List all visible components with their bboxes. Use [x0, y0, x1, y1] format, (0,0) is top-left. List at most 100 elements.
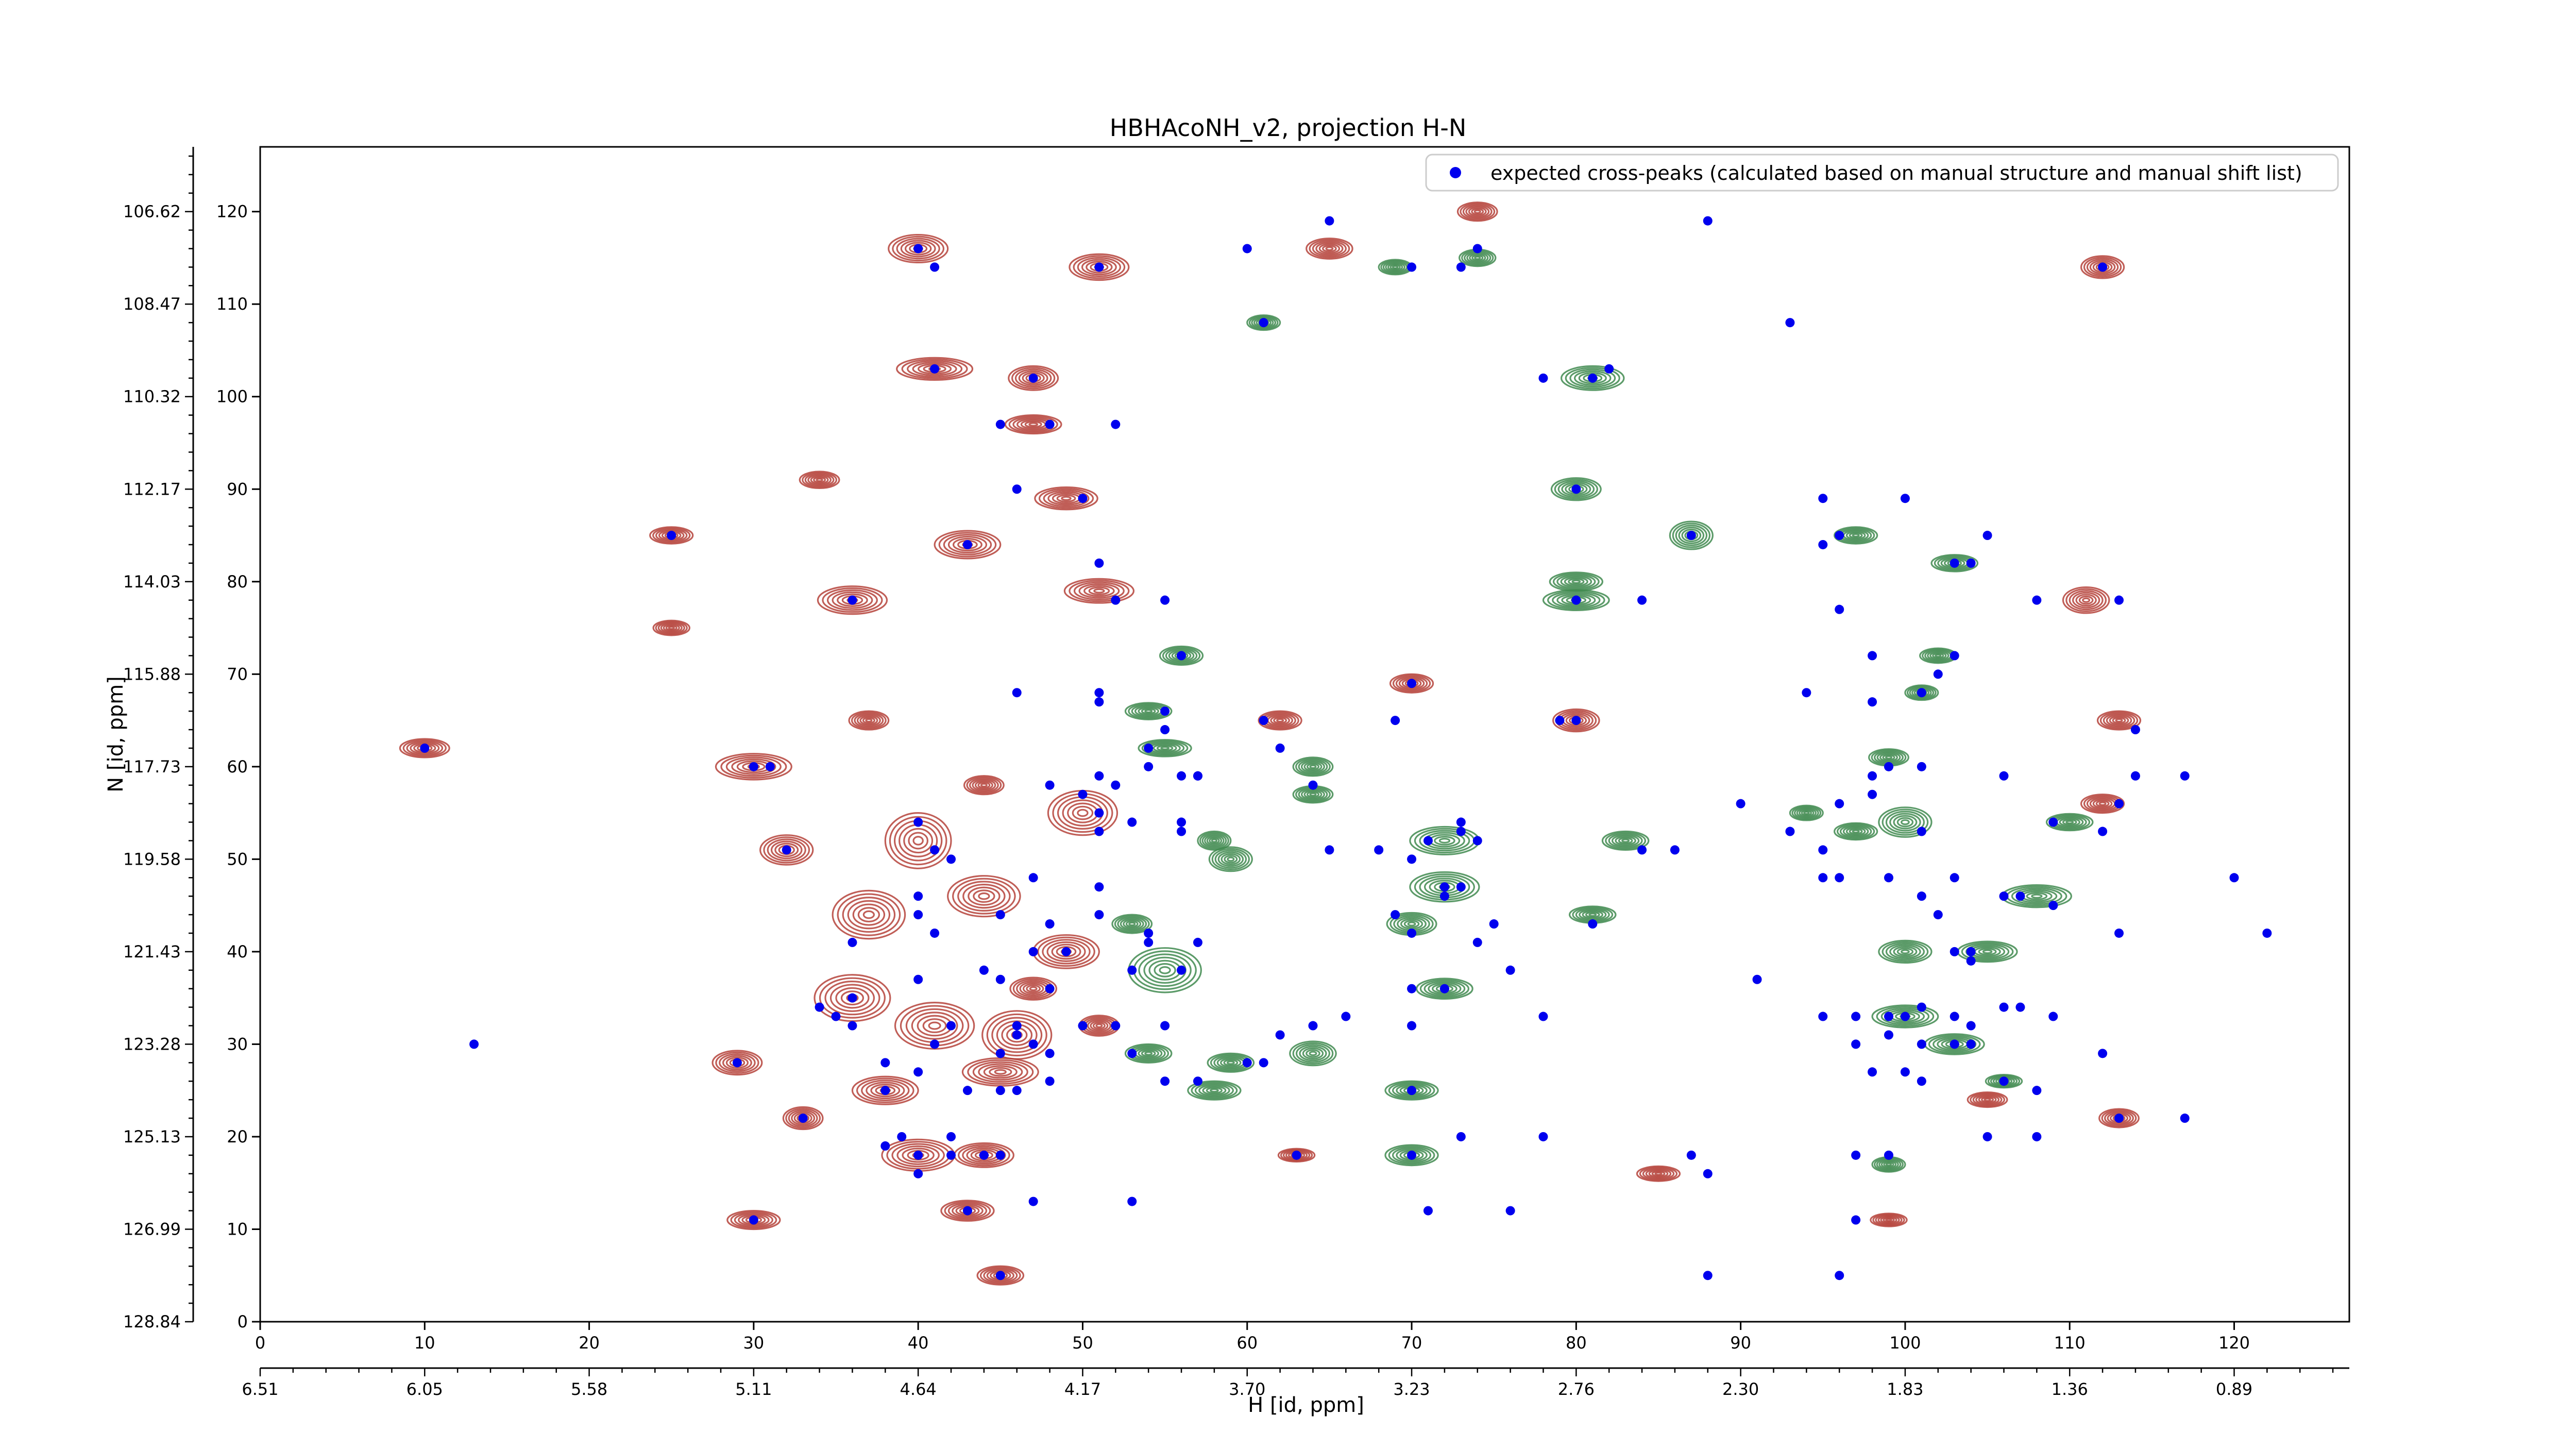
cross-peak-marker [1094, 882, 1104, 892]
negative-contour [1834, 526, 1878, 545]
y-secondary-tick-label: 121.43 [123, 942, 181, 962]
positive-contour [782, 1106, 824, 1131]
cross-peak-marker [913, 891, 923, 901]
positive-contour [2080, 794, 2125, 814]
x-secondary-tick-label: 1.83 [1887, 1379, 1923, 1399]
negative-contour [1560, 575, 1592, 588]
x-axis-bottom: 0 10 20 30 40 50 60 70 80 90 100 110 120 [255, 1322, 2250, 1353]
positive-contour [943, 534, 992, 555]
negative-contour [1889, 813, 1921, 832]
cross-peak-marker [2098, 262, 2108, 272]
positive-contour [952, 878, 1016, 915]
cross-peak-marker [1785, 318, 1795, 328]
positive-contour [816, 478, 823, 482]
cross-peak-marker [1884, 1150, 1893, 1160]
positive-contour [1026, 984, 1041, 993]
cross-peak-marker [946, 1150, 956, 1160]
negative-contour [2011, 887, 2062, 905]
cross-peak-marker [2180, 1114, 2190, 1123]
positive-contour [928, 1021, 941, 1030]
cross-peak-marker [930, 1039, 940, 1049]
positive-contour [940, 1200, 995, 1222]
negative-contour [1878, 939, 1933, 964]
cross-peak-marker [1884, 1012, 1893, 1021]
positive-contour [1870, 1212, 1908, 1227]
positive-contour [824, 980, 880, 1016]
cross-peak-marker [1966, 947, 1976, 956]
cross-peak-marker [1999, 1002, 2009, 1012]
negative-contour [1419, 979, 1470, 999]
cross-peak-marker [1242, 244, 1252, 254]
x-secondary-tick-label: 6.51 [242, 1379, 278, 1399]
cross-peak-marker [1472, 937, 1482, 947]
positive-contour [862, 910, 875, 919]
positive-contour [817, 585, 888, 615]
positive-contour [848, 710, 890, 731]
y-tick-label: 10 [227, 1219, 248, 1239]
negative-contour [1852, 533, 1860, 537]
negative-contour [1883, 1161, 1894, 1168]
cross-peak-marker [1982, 531, 1992, 541]
positive-contour [2092, 799, 2113, 808]
negative-contour [2031, 894, 2043, 899]
cross-peak-marker [782, 845, 791, 855]
cross-peak-marker [1160, 1021, 1170, 1031]
negative-contour [1565, 367, 1620, 390]
cross-peak-marker [1588, 373, 1598, 383]
positive-contour [1642, 1167, 1675, 1180]
negative-contour [1876, 1006, 1935, 1027]
positive-contour [767, 838, 806, 862]
positive-contour [1008, 365, 1059, 391]
cross-peak-marker [1538, 1012, 1548, 1021]
cross-peak-marker [1045, 1049, 1055, 1058]
positive-contour [962, 1145, 1006, 1165]
positive-contour [1280, 1149, 1313, 1162]
positive-contour [1095, 1023, 1103, 1028]
negative-contour [1588, 913, 1597, 917]
cross-peak-marker [995, 974, 1005, 984]
negative-contour [1224, 855, 1238, 864]
cross-peak-marker [1456, 882, 1466, 892]
x-tick-label: 100 [1889, 1333, 1921, 1353]
cross-peak-marker [1851, 1012, 1861, 1021]
negative-contour [1204, 834, 1225, 847]
positive-contour [1061, 496, 1072, 501]
negative-contour [1128, 921, 1136, 926]
negative-contour [1932, 652, 1944, 659]
cross-peak-marker [1736, 799, 1745, 808]
negative-contour [1187, 1080, 1242, 1101]
cross-peak-markers [420, 216, 2272, 1280]
positive-contour [1872, 1214, 1905, 1226]
negative-contour [1929, 651, 1947, 660]
negative-contour [1160, 746, 1170, 750]
negative-contour [1154, 963, 1176, 978]
y-tick-label: 80 [227, 572, 248, 592]
cross-peak-marker [1489, 919, 1499, 929]
y-secondary-tick-label: 112.17 [123, 479, 181, 499]
positive-contour [1322, 245, 1337, 252]
positive-contour [922, 1018, 947, 1033]
cross-peak-marker [1028, 373, 1038, 383]
negative-contour [1388, 1145, 1435, 1165]
positive-contour [947, 1202, 988, 1219]
cross-peak-marker [1818, 845, 1828, 855]
positive-contour [857, 907, 880, 923]
positive-contour [983, 1268, 1018, 1283]
positive-contour [1004, 414, 1062, 435]
cross-peak-marker [815, 1002, 824, 1012]
positive-contour [668, 626, 675, 630]
negative-contour [1928, 1034, 1981, 1054]
negative-contour [1306, 791, 1320, 798]
positive-contour [1565, 715, 1587, 726]
negative-contour [1893, 815, 1918, 830]
positive-contour [2115, 718, 2123, 723]
plot-area-background [260, 147, 2349, 1322]
cross-peak-marker [2130, 771, 2140, 781]
positive-contour [912, 836, 924, 846]
negative-contour [1419, 830, 1470, 852]
negative-contour [1309, 764, 1317, 769]
legend-label: expected cross-peaks (calculated based o… [1490, 162, 2302, 184]
positive-contour [1318, 243, 1341, 254]
negative-contour [1889, 944, 1921, 959]
positive-contour [2089, 260, 2116, 275]
